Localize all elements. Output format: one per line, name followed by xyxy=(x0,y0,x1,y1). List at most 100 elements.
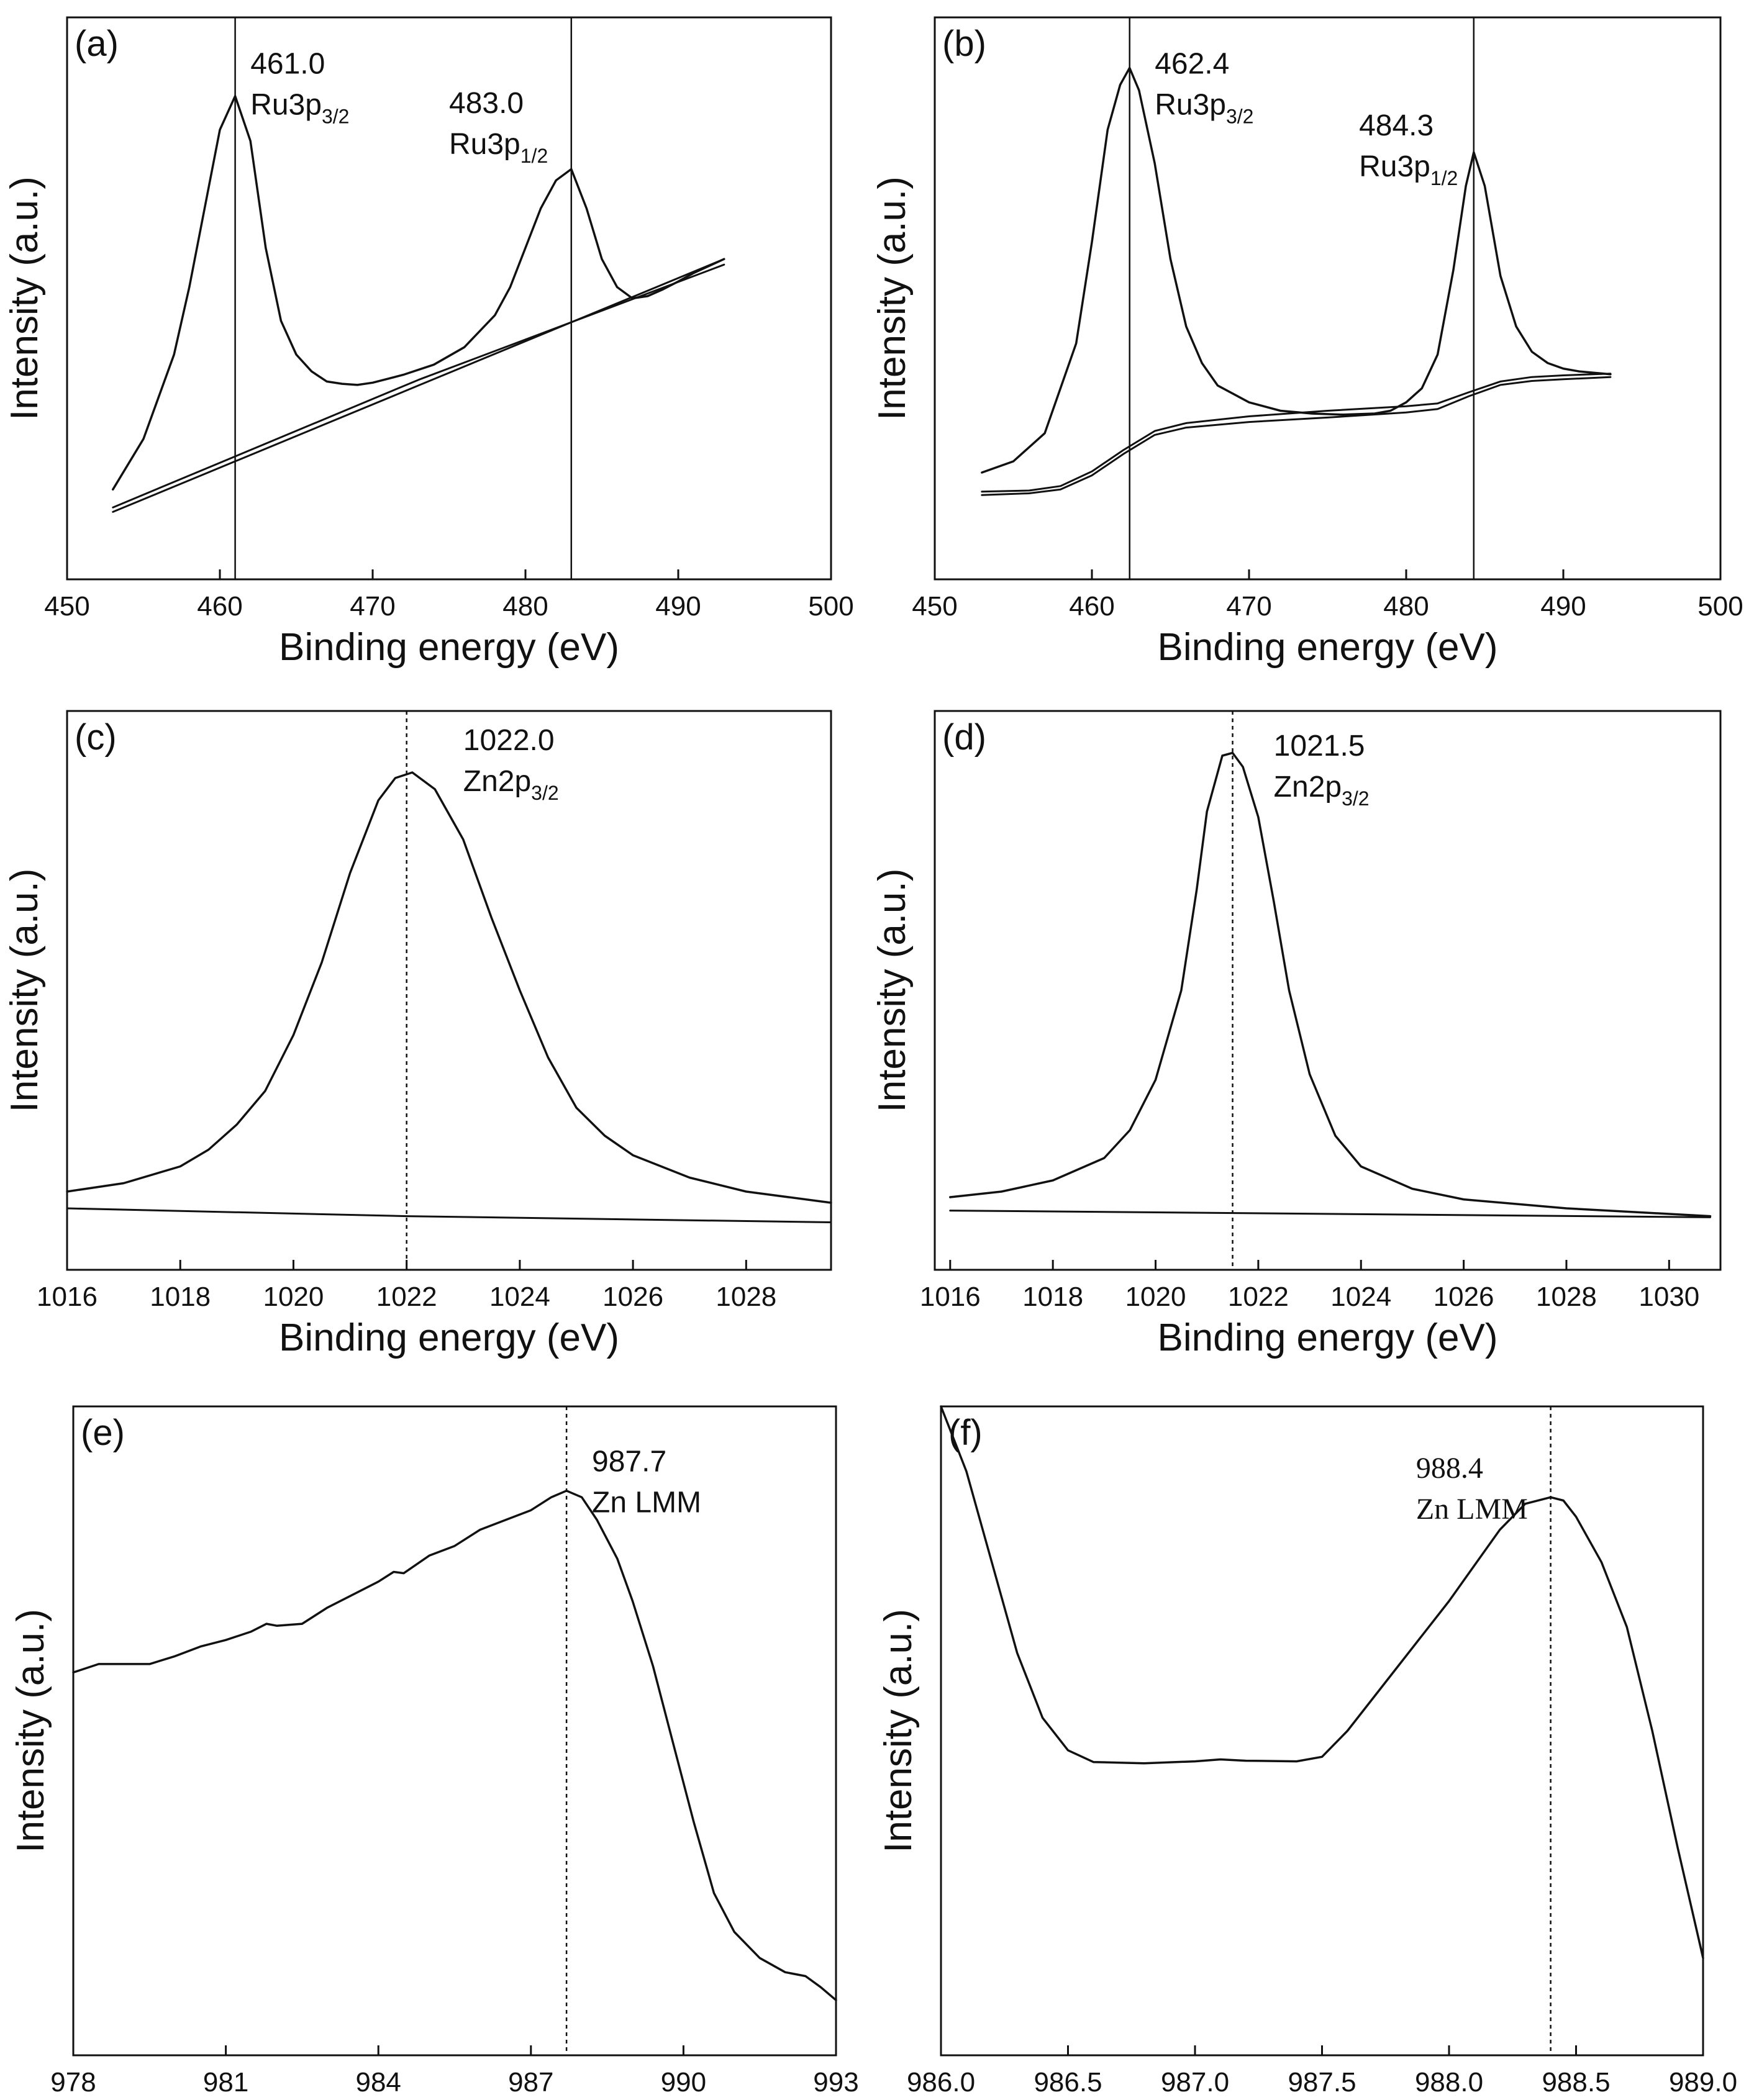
annotation-name: Ru3p1/2 xyxy=(1359,150,1458,189)
x-tick-label: 1022 xyxy=(376,1282,437,1312)
panel-a: 450 460 470 480 490 500 Binding energy (eV) Int… xyxy=(3,16,854,669)
series-background xyxy=(66,1207,832,1223)
series-background xyxy=(981,376,1612,496)
annotation-subscript: 3/2 xyxy=(1226,106,1253,128)
annotation-name-text: Zn2p xyxy=(463,765,531,798)
x-tick-label: 460 xyxy=(1069,591,1114,622)
annotation-name-text: Ru3p xyxy=(449,128,520,161)
x-tick-label: 988.0 xyxy=(1415,2067,1483,2098)
x-tick-label: 460 xyxy=(197,591,242,622)
panel-d: 1016 1018 1020 1022 1024 1026 1028 1030 Binding … xyxy=(871,710,1722,1359)
x-tick-label: 1028 xyxy=(1536,1282,1597,1312)
x-tick-label: 987.5 xyxy=(1288,2067,1356,2098)
plot-frame xyxy=(934,16,1722,581)
x-tick-label: 989.0 xyxy=(1669,2067,1737,2098)
annotation-name: Zn LMM xyxy=(1416,1493,1528,1526)
panel-e: 978981984987990993Kinetic energy (eV)Int… xyxy=(9,1405,859,2098)
x-tick-label: 978 xyxy=(50,2067,96,2098)
annotation-name-text: Zn2p xyxy=(1274,771,1342,803)
series-spectrum xyxy=(940,1405,1704,1960)
panel-label: (f) xyxy=(948,1413,983,1453)
series-spectrum xyxy=(112,94,725,491)
series-background-2 xyxy=(112,263,725,509)
series-spectrum xyxy=(981,66,1612,474)
panel-label: (e) xyxy=(81,1413,125,1453)
annotation-name: Ru3p1/2 xyxy=(449,128,548,167)
x-tick-label: 500 xyxy=(1697,591,1743,622)
plot-frame xyxy=(72,1405,837,2057)
x-tick-label: 981 xyxy=(203,2067,248,2098)
x-tick-label: 993 xyxy=(813,2067,858,2098)
annotation-value: 483.0 xyxy=(449,87,524,120)
x-tick-label: 987 xyxy=(508,2067,553,2098)
x-tick-label: 984 xyxy=(355,2067,401,2098)
x-axis-label: Binding energy (eV) xyxy=(279,1316,619,1359)
annotation-name-text: Zn LMM xyxy=(1416,1493,1528,1526)
x-tick-label: 450 xyxy=(912,591,957,622)
series-background xyxy=(112,258,725,513)
series-background xyxy=(949,1210,1711,1218)
x-tick-label: 450 xyxy=(44,591,89,622)
x-tick-label: 986.0 xyxy=(907,2067,975,2098)
x-tick-label: 470 xyxy=(1226,591,1271,622)
plot-frame xyxy=(66,16,832,581)
annotation-subscript: 3/2 xyxy=(322,106,349,128)
series-spectrum xyxy=(66,771,832,1204)
x-tick-label: 480 xyxy=(502,591,548,622)
panel-label: (b) xyxy=(942,24,986,64)
annotation-subscript: 3/2 xyxy=(1342,787,1369,810)
series-background-2 xyxy=(981,373,1612,493)
y-axis-label: Intensity (a.u.) xyxy=(871,176,914,420)
annotation-value: 1022.0 xyxy=(463,724,555,757)
series-spectrum xyxy=(72,1490,837,2001)
panel-f: 986.0986.5987.0987.5988.0988.5989.0Kinet… xyxy=(877,1405,1737,2098)
annotation-name: Ru3p3/2 xyxy=(1155,89,1253,128)
x-tick-label: 1028 xyxy=(716,1282,776,1312)
y-axis-label: Intensity (a.u.) xyxy=(3,176,46,420)
annotation-name-text: Ru3p xyxy=(1359,150,1430,183)
x-tick-label: 500 xyxy=(808,591,853,622)
annotation-value: 461.0 xyxy=(250,48,325,81)
annotation-name: Ru3p3/2 xyxy=(250,89,349,128)
panel-label: (d) xyxy=(942,717,986,758)
x-tick-label: 1016 xyxy=(920,1282,981,1312)
x-tick-label: 987.0 xyxy=(1161,2067,1229,2098)
x-tick-label: 1018 xyxy=(150,1282,211,1312)
annotation-subscript: 1/2 xyxy=(520,145,548,167)
annotation-name-text: Zn LMM xyxy=(592,1487,701,1519)
annotation-value: 484.3 xyxy=(1359,109,1434,142)
x-tick-label: 990 xyxy=(661,2067,706,2098)
annotation-name: Zn2p3/2 xyxy=(463,765,559,804)
series-spectrum xyxy=(949,751,1712,1218)
x-tick-label: 480 xyxy=(1383,591,1429,622)
y-axis-label: Intensity (a.u.) xyxy=(3,869,46,1113)
annotation-subscript: 3/2 xyxy=(531,782,558,804)
annotation-value: 1021.5 xyxy=(1274,730,1365,763)
x-tick-label: 1030 xyxy=(1638,1282,1699,1312)
y-axis-label: Intensity (a.u.) xyxy=(871,869,914,1113)
plot-frame xyxy=(66,710,832,1271)
x-axis-label: Binding energy (eV) xyxy=(279,626,619,669)
x-tick-label: 1024 xyxy=(1330,1282,1391,1312)
plot-frame xyxy=(934,710,1722,1271)
x-axis-label: Binding energy (eV) xyxy=(1158,626,1498,669)
annotation-value: 987.7 xyxy=(592,1446,666,1478)
x-tick-label: 1026 xyxy=(1434,1282,1494,1312)
x-tick-label: 986.5 xyxy=(1034,2067,1102,2098)
x-tick-label: 1016 xyxy=(37,1282,98,1312)
annotation-name: Zn2p3/2 xyxy=(1274,771,1370,810)
x-tick-label: 470 xyxy=(350,591,395,622)
x-tick-label: 1020 xyxy=(1125,1282,1186,1312)
annotation-name-text: Ru3p xyxy=(1155,89,1226,122)
x-axis-label: Binding energy (eV) xyxy=(1158,1316,1498,1359)
x-tick-label: 1026 xyxy=(602,1282,663,1312)
annotation-name-text: Ru3p xyxy=(250,89,322,122)
x-tick-label: 1022 xyxy=(1228,1282,1289,1312)
annotation-value: 988.4 xyxy=(1416,1452,1483,1485)
panel-label: (a) xyxy=(75,24,119,64)
annotation-subscript: 1/2 xyxy=(1430,167,1458,189)
x-tick-label: 1024 xyxy=(489,1282,550,1312)
y-axis-label: Intensity (a.u.) xyxy=(9,1609,52,1853)
x-tick-label: 1020 xyxy=(263,1282,324,1312)
